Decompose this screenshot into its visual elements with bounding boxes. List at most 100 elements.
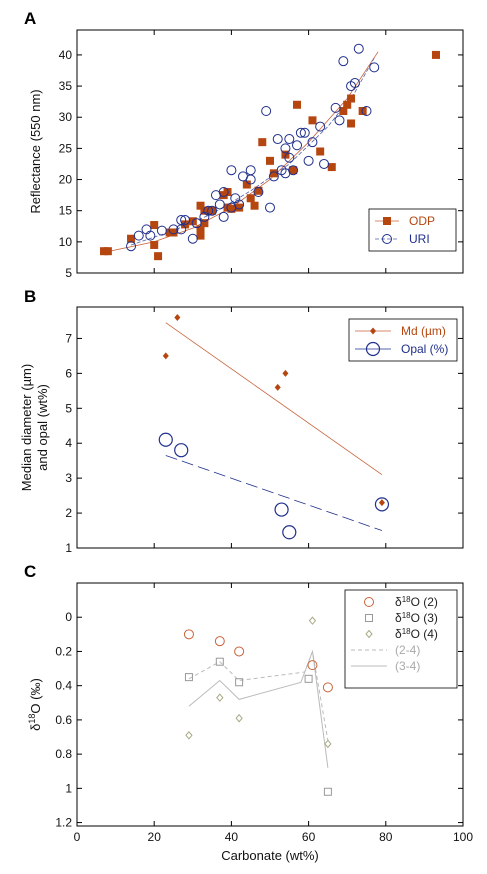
point-uri [168,224,179,235]
point-d18o-4 [185,731,193,740]
point-odp [242,180,251,189]
legend: δ18O (2)δ18O (3)δ18O (4)(2-4)(3-4) [344,589,458,689]
point-uri [319,158,330,169]
legend-label-md: Md (µm) [401,324,446,338]
y-tick-label: 35 [59,79,73,93]
point-odp [327,163,336,172]
point-uri [176,224,187,235]
y-tick-label: 5 [65,401,72,415]
point-uri [349,77,360,88]
point-uri [288,165,299,176]
point-d18o-3 [235,678,244,687]
point-odp [339,107,348,115]
legend-label-part: O (4) [411,627,438,641]
point-odp [223,188,232,196]
legend-label-sup: 18 [402,627,411,636]
legend-marker-uri [382,234,392,244]
point-d18o-4 [235,713,243,723]
point-uri [218,211,229,222]
y-tick-label: 0.4 [55,679,72,693]
point-opal [174,443,189,458]
y-axis-label: Reflectance (550 nm) [28,89,43,213]
point-uri [268,171,279,182]
point-uri [361,106,372,116]
legend-label-uri: URI [409,232,430,246]
point-odp [316,147,325,156]
y-tick-label: 6 [65,366,72,380]
uri-fit-line [130,57,375,246]
point-uri [253,187,264,197]
point-opal [274,502,289,517]
point-uri [234,199,245,210]
point-odp [358,107,367,115]
point-md [378,499,385,507]
y-tick-label: 0 [65,610,72,624]
legend-label: δ18O (2) [395,595,438,609]
y-tick-label: 4 [65,436,72,450]
y-label-part: O (‰) [28,678,43,713]
legend-label-part: δ [395,595,402,609]
panel-label: B [24,287,36,306]
point-d18o-2 [183,629,194,640]
y-tick-label: 20 [59,173,73,187]
plot-frame [76,582,464,827]
point-uri [330,102,341,113]
point-odp [308,116,317,125]
point-uri [214,199,225,210]
point-uri [265,202,275,213]
plot-frame [76,29,464,274]
panel-label: A [24,9,36,28]
point-odp [246,194,255,203]
point-uri [295,127,306,138]
y-tick-label: 40 [59,48,73,62]
point-d18o-3 [184,673,193,682]
y-axis-label: and opal (wt%) [35,384,50,471]
point-d18o-4 [324,739,332,749]
y-tick-label: 25 [59,141,73,155]
y-tick-label: 1 [65,541,72,555]
legend-label-odp: ODP [409,214,435,228]
legend-marker [365,614,373,622]
point-uri [272,134,283,145]
point-md [282,369,289,377]
y-axis-label: Median diameter (µm) [19,364,34,491]
point-odp [250,201,259,210]
legend: ODP URI [368,208,457,252]
x-tick-label: 80 [379,830,393,844]
legend-marker-opal [365,341,381,357]
point-uri [369,62,380,73]
legend-label-part: O (3) [411,611,438,625]
point-uri [261,106,272,116]
point-odp [258,138,267,147]
y-tick-label: 1 [65,781,72,795]
y-tick-label: 0.2 [55,644,72,658]
point-uri [284,134,295,145]
y-tick-label: 7 [65,331,72,345]
point-uri [207,205,218,216]
y-tick-label: 3 [65,471,72,485]
point-uri [133,230,144,241]
point-uri [334,115,345,126]
point-odp [235,203,244,212]
legend-label-opal: Opal (%) [401,342,448,356]
legend-label-part: O (2) [411,595,438,609]
legend-label: δ18O (3) [395,611,438,625]
legend-marker-md [370,327,376,335]
point-md [162,352,169,360]
line-2-4 [188,649,329,741]
x-tick-label: 60 [302,830,316,844]
legend-marker [365,629,373,639]
x-tick-label: 20 [148,830,162,844]
panel-C: 0 0.2 0.4 0.6 0.8 1 1.2 C 0 20 40 60 80 100 Carbonate … [24,562,473,863]
point-uri [245,165,256,176]
point-odp [150,240,159,249]
legend-marker [364,597,374,607]
legend-label: (2-4) [395,643,420,657]
point-odp [127,234,136,243]
line-3-4 [188,651,329,768]
point-d18o-2 [214,636,225,647]
legend-label-sup: 18 [402,611,411,620]
point-uri [180,215,191,226]
point-odp [227,204,236,213]
point-uri [145,230,156,241]
